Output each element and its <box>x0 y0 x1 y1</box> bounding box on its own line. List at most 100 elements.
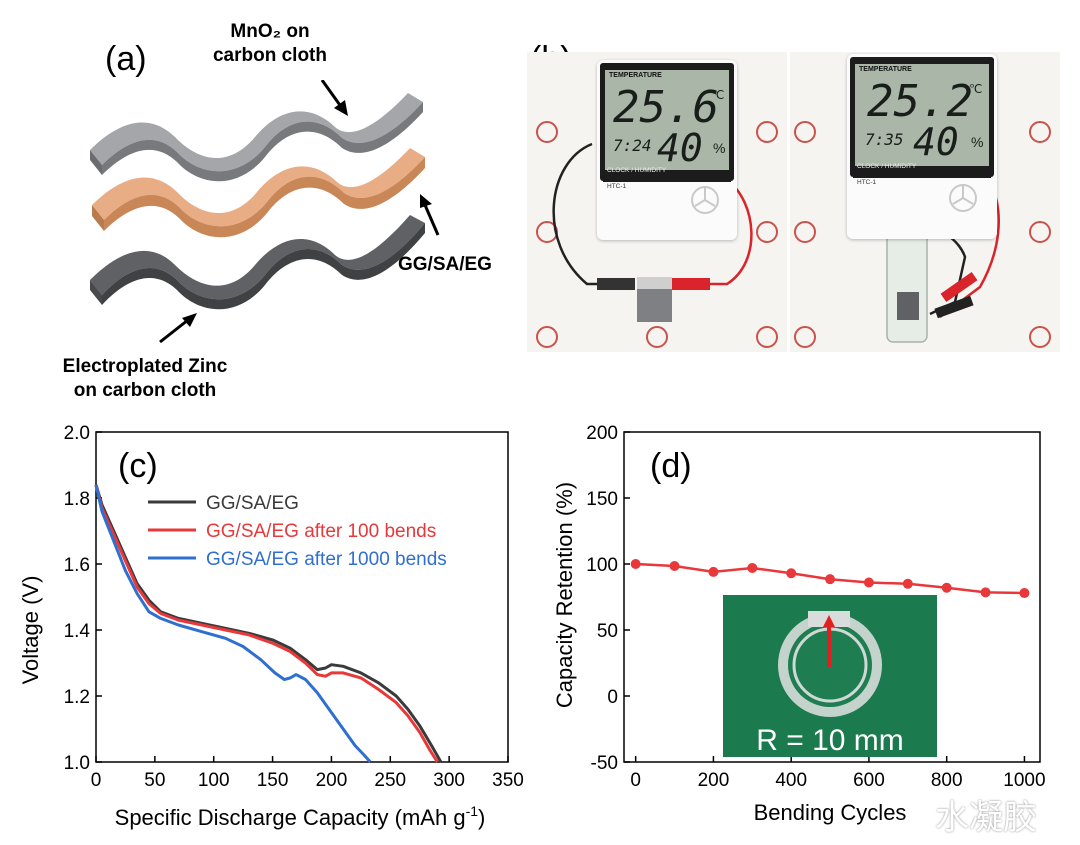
data-point <box>1019 588 1030 599</box>
chart-c-ylabel: Voltage (V) <box>18 576 43 685</box>
data-point <box>747 562 758 573</box>
legend-label: GG/SA/EG <box>206 493 299 514</box>
hygrometer-left: TEMPERATURE 25.6 ℃ 7:24 40 % CLOCK / HUM… <box>597 60 737 240</box>
y-tick-label: 1.4 <box>64 621 91 642</box>
data-point <box>902 578 913 589</box>
lcd-header-right: TEMPERATURE <box>859 66 912 73</box>
series-line <box>94 484 439 763</box>
panel-a-label: (a) <box>105 40 147 78</box>
lcd-temp-unit-right: ℃ <box>969 82 983 96</box>
brand-logo-left <box>691 186 719 214</box>
watermark: 水凝胶 <box>935 798 1037 838</box>
panel-c-label: (c) <box>118 447 158 485</box>
y-tick-label: 1.6 <box>64 555 90 576</box>
lcd-header-left: TEMPERATURE <box>609 72 662 79</box>
electrolyte-layer <box>92 148 425 238</box>
chart-d-xlabel: Bending Cycles <box>754 800 907 825</box>
hygrometer-right: TEMPERATURE 25.2 ℃ 7:35 40 % CLOCK / HUM… <box>847 54 997 239</box>
data-point <box>825 574 836 585</box>
y-tick-label: 1.0 <box>64 753 90 774</box>
x-tick-label: 300 <box>433 770 465 791</box>
x-tick-label: 150 <box>257 770 289 791</box>
chart-c-xlabel-main: Specific Discharge Capacity (mAh g <box>115 805 466 830</box>
lcd-time-left: 7:24 <box>613 136 652 155</box>
cathode-arrow <box>320 80 348 116</box>
lcd-hum-unit-right: % <box>971 134 984 150</box>
y-tick-label: 150 <box>586 489 618 510</box>
anode-label-line1: Electroplated Zinc <box>62 356 228 377</box>
y-tick-label: 200 <box>586 423 618 444</box>
y-tick-label: 0 <box>607 687 618 708</box>
chart-d-axes: 0 200 400 600 800 1000 -50 0 50 100 150 200 <box>586 423 1045 791</box>
meter-model-left: HTC-1 <box>607 183 627 190</box>
lcd-time-right: 7:35 <box>865 130 904 149</box>
plot-frame <box>95 431 509 763</box>
x-tick-label: 100 <box>198 770 230 791</box>
electrolyte-arrow <box>420 194 440 236</box>
y-tick-label: 100 <box>586 555 618 576</box>
cathode-label: MnO₂ on carbon cloth <box>185 20 355 68</box>
chart-c-axes: 0 50 100 150 200 250 300 350 1.0 1.2 1.4 1.6 1.8 2.0 <box>64 423 524 791</box>
lcd-screen-right: TEMPERATURE 25.2 ℃ 7:35 40 % <box>855 64 989 172</box>
x-tick-label: 350 <box>492 770 524 791</box>
data-point <box>669 560 680 571</box>
lcd-footer-left: CLOCK / HUMIDITY <box>607 167 667 174</box>
lcd-temp-unit-left: ℃ <box>711 88 725 102</box>
y-tick-label: 1.8 <box>64 489 90 510</box>
panel-d-label: (d) <box>650 447 692 485</box>
chart-c-xlabel: Specific Discharge Capacity (mAh g-1) <box>115 803 486 830</box>
lcd-humidity-right: 40 <box>913 120 959 164</box>
data-point <box>786 568 797 579</box>
x-tick-label: 800 <box>931 770 963 791</box>
lcd-footer-right: CLOCK / HUMIDITY <box>857 163 917 170</box>
brand-logo-right <box>949 184 977 212</box>
zinc-carbon-cloth-layer <box>90 215 425 310</box>
chart-d-ylabel: Capacity Retention (%) <box>552 482 577 708</box>
chart-c-series <box>94 484 443 763</box>
chart-d-series <box>630 559 1030 599</box>
anode-label-line2: on carbon cloth <box>73 379 217 401</box>
x-tick-label: 0 <box>630 770 641 791</box>
data-point <box>941 582 952 593</box>
battery-layer-diagram <box>90 80 440 344</box>
meter-model-right: HTC-1 <box>857 179 877 186</box>
legend-label: GG/SA/EG after 1000 bends <box>206 549 447 570</box>
chart-c-xlabel-sup: -1 <box>466 803 479 819</box>
chart-c-discharge: 0 50 100 150 200 250 300 3501.01.21.41.61.82.0 … <box>18 423 524 830</box>
y-tick-label: 50 <box>597 621 618 642</box>
data-point <box>980 587 991 598</box>
x-tick-label: 0 <box>91 770 102 791</box>
x-tick-label: 1000 <box>1003 770 1045 791</box>
lcd-screen-left: TEMPERATURE 25.6 ℃ 7:24 40 % <box>605 70 729 176</box>
plot-frame <box>623 431 1041 763</box>
data-point <box>863 577 874 588</box>
lcd-hum-unit-left: % <box>713 140 726 156</box>
legend-label: GG/SA/EG after 100 bends <box>206 521 436 542</box>
mno2-carbon-cloth-layer <box>90 93 423 182</box>
lcd-temperature-right: 25.2 <box>867 76 973 127</box>
cathode-label-line2: carbon cloth <box>212 44 327 66</box>
photo-bent-battery: TEMPERATURE 25.2 ℃ 7:35 40 % CLOCK / HUM… <box>790 52 1060 352</box>
x-tick-label: 250 <box>374 770 406 791</box>
y-tick-label: 1.2 <box>64 687 90 708</box>
chart-c-legend: GG/SA/EG GG/SA/EG after 100 bends GG/SA/EG… <box>148 493 447 570</box>
y-tick-label: 2.0 <box>64 423 90 444</box>
series-line <box>94 484 372 763</box>
anode-label: Electroplated Zinc on carbon cloth <box>35 355 255 403</box>
anode-arrow <box>159 313 197 344</box>
photo-flat-battery: TEMPERATURE 25.6 ℃ 7:24 40 % CLOCK / HUM… <box>527 52 787 352</box>
chart-c-xlabel-end: ) <box>478 805 485 830</box>
x-tick-label: 50 <box>144 770 165 791</box>
inset-photo: R = 10 mm <box>723 595 937 757</box>
data-point <box>630 559 641 569</box>
electrolyte-label: GG/SA/EG <box>398 254 492 275</box>
lcd-humidity-left: 40 <box>657 126 703 170</box>
x-tick-label: 200 <box>316 770 348 791</box>
x-tick-label: 600 <box>853 770 885 791</box>
lcd-temperature-left: 25.6 <box>613 82 719 133</box>
inset-radius-label: R = 10 mm <box>756 724 904 757</box>
x-tick-label: 400 <box>775 770 807 791</box>
cathode-label-line1: MnO₂ on <box>230 21 310 42</box>
y-tick-label: -50 <box>591 753 618 774</box>
chart-d-retention: 0 200 400 600 800 1000 -50 0 50 100 150 200 R = 10 … <box>552 423 1046 825</box>
